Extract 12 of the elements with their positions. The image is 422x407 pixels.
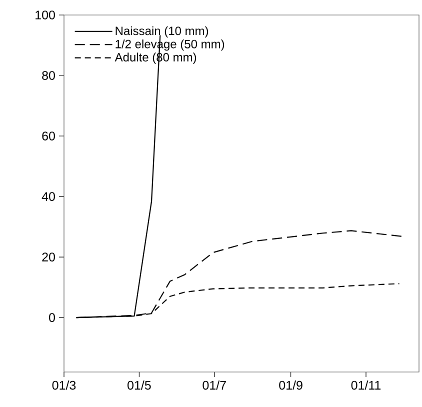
x-tick-label: 01/3	[52, 380, 76, 390]
x-tick-label: 01/9	[279, 380, 302, 390]
x-tick-label: 01/7	[202, 380, 226, 390]
y-tick-label: 100	[36, 10, 55, 20]
x-tick-label: 01/5	[128, 380, 151, 390]
legend-label: Naissain (10 mm)	[116, 26, 208, 38]
y-tick-label: 60	[42, 132, 55, 140]
x-tick-label: 01/11	[351, 380, 381, 390]
y-tick-label: 0	[49, 313, 55, 322]
y-tick-label: 40	[42, 192, 55, 201]
y-tick-label: 20	[42, 252, 55, 262]
y-tick-label: 80	[42, 71, 55, 80]
